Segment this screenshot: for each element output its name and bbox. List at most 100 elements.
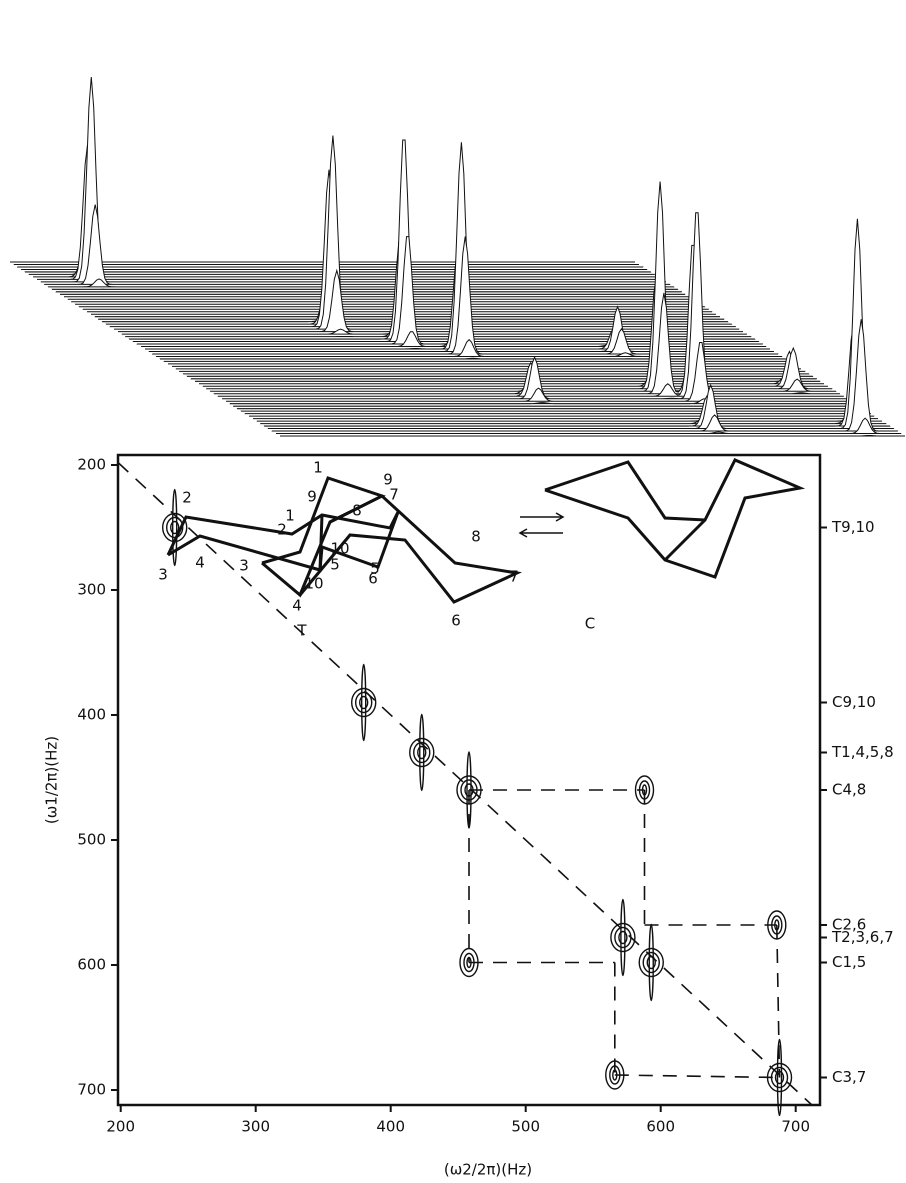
molecule-bond bbox=[663, 518, 707, 562]
atom-label: 10 bbox=[304, 575, 323, 593]
y-tick-label: 700 bbox=[77, 1081, 106, 1099]
stack-trace bbox=[275, 417, 902, 435]
atom-label: 4 bbox=[292, 597, 302, 615]
contour bbox=[618, 930, 628, 945]
molecule-c-flipped bbox=[544, 458, 806, 579]
atom-label: 8 bbox=[471, 528, 481, 546]
x-axis-label: (ω2/2π)(Hz) bbox=[444, 1161, 532, 1179]
molecule-c bbox=[298, 494, 523, 604]
stack-trace bbox=[229, 398, 856, 405]
stack-plot bbox=[10, 77, 905, 437]
contour bbox=[766, 1062, 793, 1093]
y2-tick-label: T9,10 bbox=[831, 518, 875, 536]
contour bbox=[161, 512, 188, 543]
x-tick-label: 200 bbox=[106, 1118, 135, 1136]
contour bbox=[774, 919, 780, 931]
y-axis-label: (ω1/2π)(Hz) bbox=[43, 736, 61, 824]
stack-trace bbox=[226, 342, 851, 402]
contour bbox=[612, 1069, 618, 1081]
stack-trace bbox=[148, 142, 775, 352]
contour bbox=[361, 663, 367, 742]
contour bbox=[770, 1066, 789, 1089]
atom-label: 2 bbox=[277, 521, 287, 539]
contour bbox=[419, 713, 425, 792]
x-tick-label: 700 bbox=[781, 1118, 810, 1136]
contour bbox=[634, 775, 655, 805]
contour bbox=[409, 737, 435, 768]
molecule-bond bbox=[318, 514, 324, 571]
atom-label: 1 bbox=[285, 507, 295, 525]
stack-trace bbox=[205, 276, 833, 390]
contour bbox=[165, 516, 184, 539]
contour bbox=[771, 915, 783, 935]
contour bbox=[417, 745, 427, 760]
atom-label: 6 bbox=[451, 612, 461, 630]
contour bbox=[614, 926, 632, 949]
contour bbox=[355, 691, 373, 714]
y2-tick-label: C4,8 bbox=[832, 781, 866, 799]
atom-label: 7 bbox=[389, 486, 399, 504]
contour bbox=[171, 488, 178, 567]
atom-label: 8 bbox=[352, 502, 362, 520]
stack-trace bbox=[40, 77, 667, 283]
stack-trace bbox=[28, 272, 656, 275]
peak bbox=[351, 663, 377, 742]
y2-tick-label: C2,6 bbox=[832, 916, 866, 934]
atom-label: 4 bbox=[195, 554, 205, 572]
stack-trace bbox=[47, 278, 675, 288]
atom-label: 3 bbox=[239, 557, 249, 575]
contour bbox=[456, 775, 482, 805]
stack-trace bbox=[280, 435, 905, 437]
y-tick-label: 600 bbox=[77, 956, 106, 974]
stack-trace bbox=[259, 410, 887, 425]
peak bbox=[409, 713, 435, 792]
atom-label: 7 bbox=[509, 568, 519, 586]
contour bbox=[642, 951, 660, 974]
stack-trace bbox=[43, 204, 671, 285]
x-tick-label: 500 bbox=[511, 1118, 540, 1136]
contour bbox=[610, 922, 636, 953]
contour bbox=[648, 923, 654, 1002]
stack-trace bbox=[121, 328, 748, 335]
peak bbox=[766, 1038, 793, 1117]
contour bbox=[774, 1070, 785, 1085]
equilibrium-arrows bbox=[518, 512, 565, 538]
peak bbox=[767, 910, 787, 940]
peak bbox=[161, 488, 188, 567]
peak bbox=[459, 947, 479, 978]
y2-tick-label: C3,7 bbox=[832, 1068, 866, 1086]
y-tick-label: 200 bbox=[77, 456, 106, 474]
y-tick-label: 400 bbox=[77, 706, 106, 724]
stack-trace bbox=[113, 135, 740, 330]
stack-trace bbox=[221, 212, 848, 400]
stack-trace bbox=[109, 169, 737, 328]
atom-label: T bbox=[296, 622, 307, 640]
atom-label: C bbox=[585, 615, 595, 633]
y2-tick-label: T1,4,5,8 bbox=[831, 743, 894, 761]
connector bbox=[776, 924, 781, 1078]
atom-label: 9 bbox=[307, 488, 317, 506]
x-tick-label: 300 bbox=[241, 1118, 270, 1136]
stack-trace bbox=[267, 218, 895, 430]
contour bbox=[459, 947, 479, 978]
stack-trace bbox=[151, 236, 779, 355]
y-tick-label: 500 bbox=[77, 831, 106, 849]
contour bbox=[466, 956, 472, 969]
atom-label: 10 bbox=[330, 540, 349, 558]
contour bbox=[351, 687, 377, 718]
contour bbox=[169, 520, 180, 535]
y2-tick-label: C1,5 bbox=[832, 953, 866, 971]
contour bbox=[776, 1038, 783, 1117]
contour bbox=[641, 784, 648, 796]
stack-trace bbox=[199, 375, 824, 385]
stack-trace bbox=[118, 268, 743, 333]
atom-label: 5 bbox=[370, 560, 380, 578]
contour bbox=[767, 910, 787, 940]
peak bbox=[605, 1060, 625, 1090]
atom-label: 6 bbox=[368, 570, 378, 588]
stack-trace bbox=[32, 253, 659, 278]
contour bbox=[605, 1060, 625, 1090]
connector bbox=[614, 1074, 780, 1079]
atom-label: 3 bbox=[158, 566, 168, 584]
plot-frame bbox=[116, 453, 822, 1107]
